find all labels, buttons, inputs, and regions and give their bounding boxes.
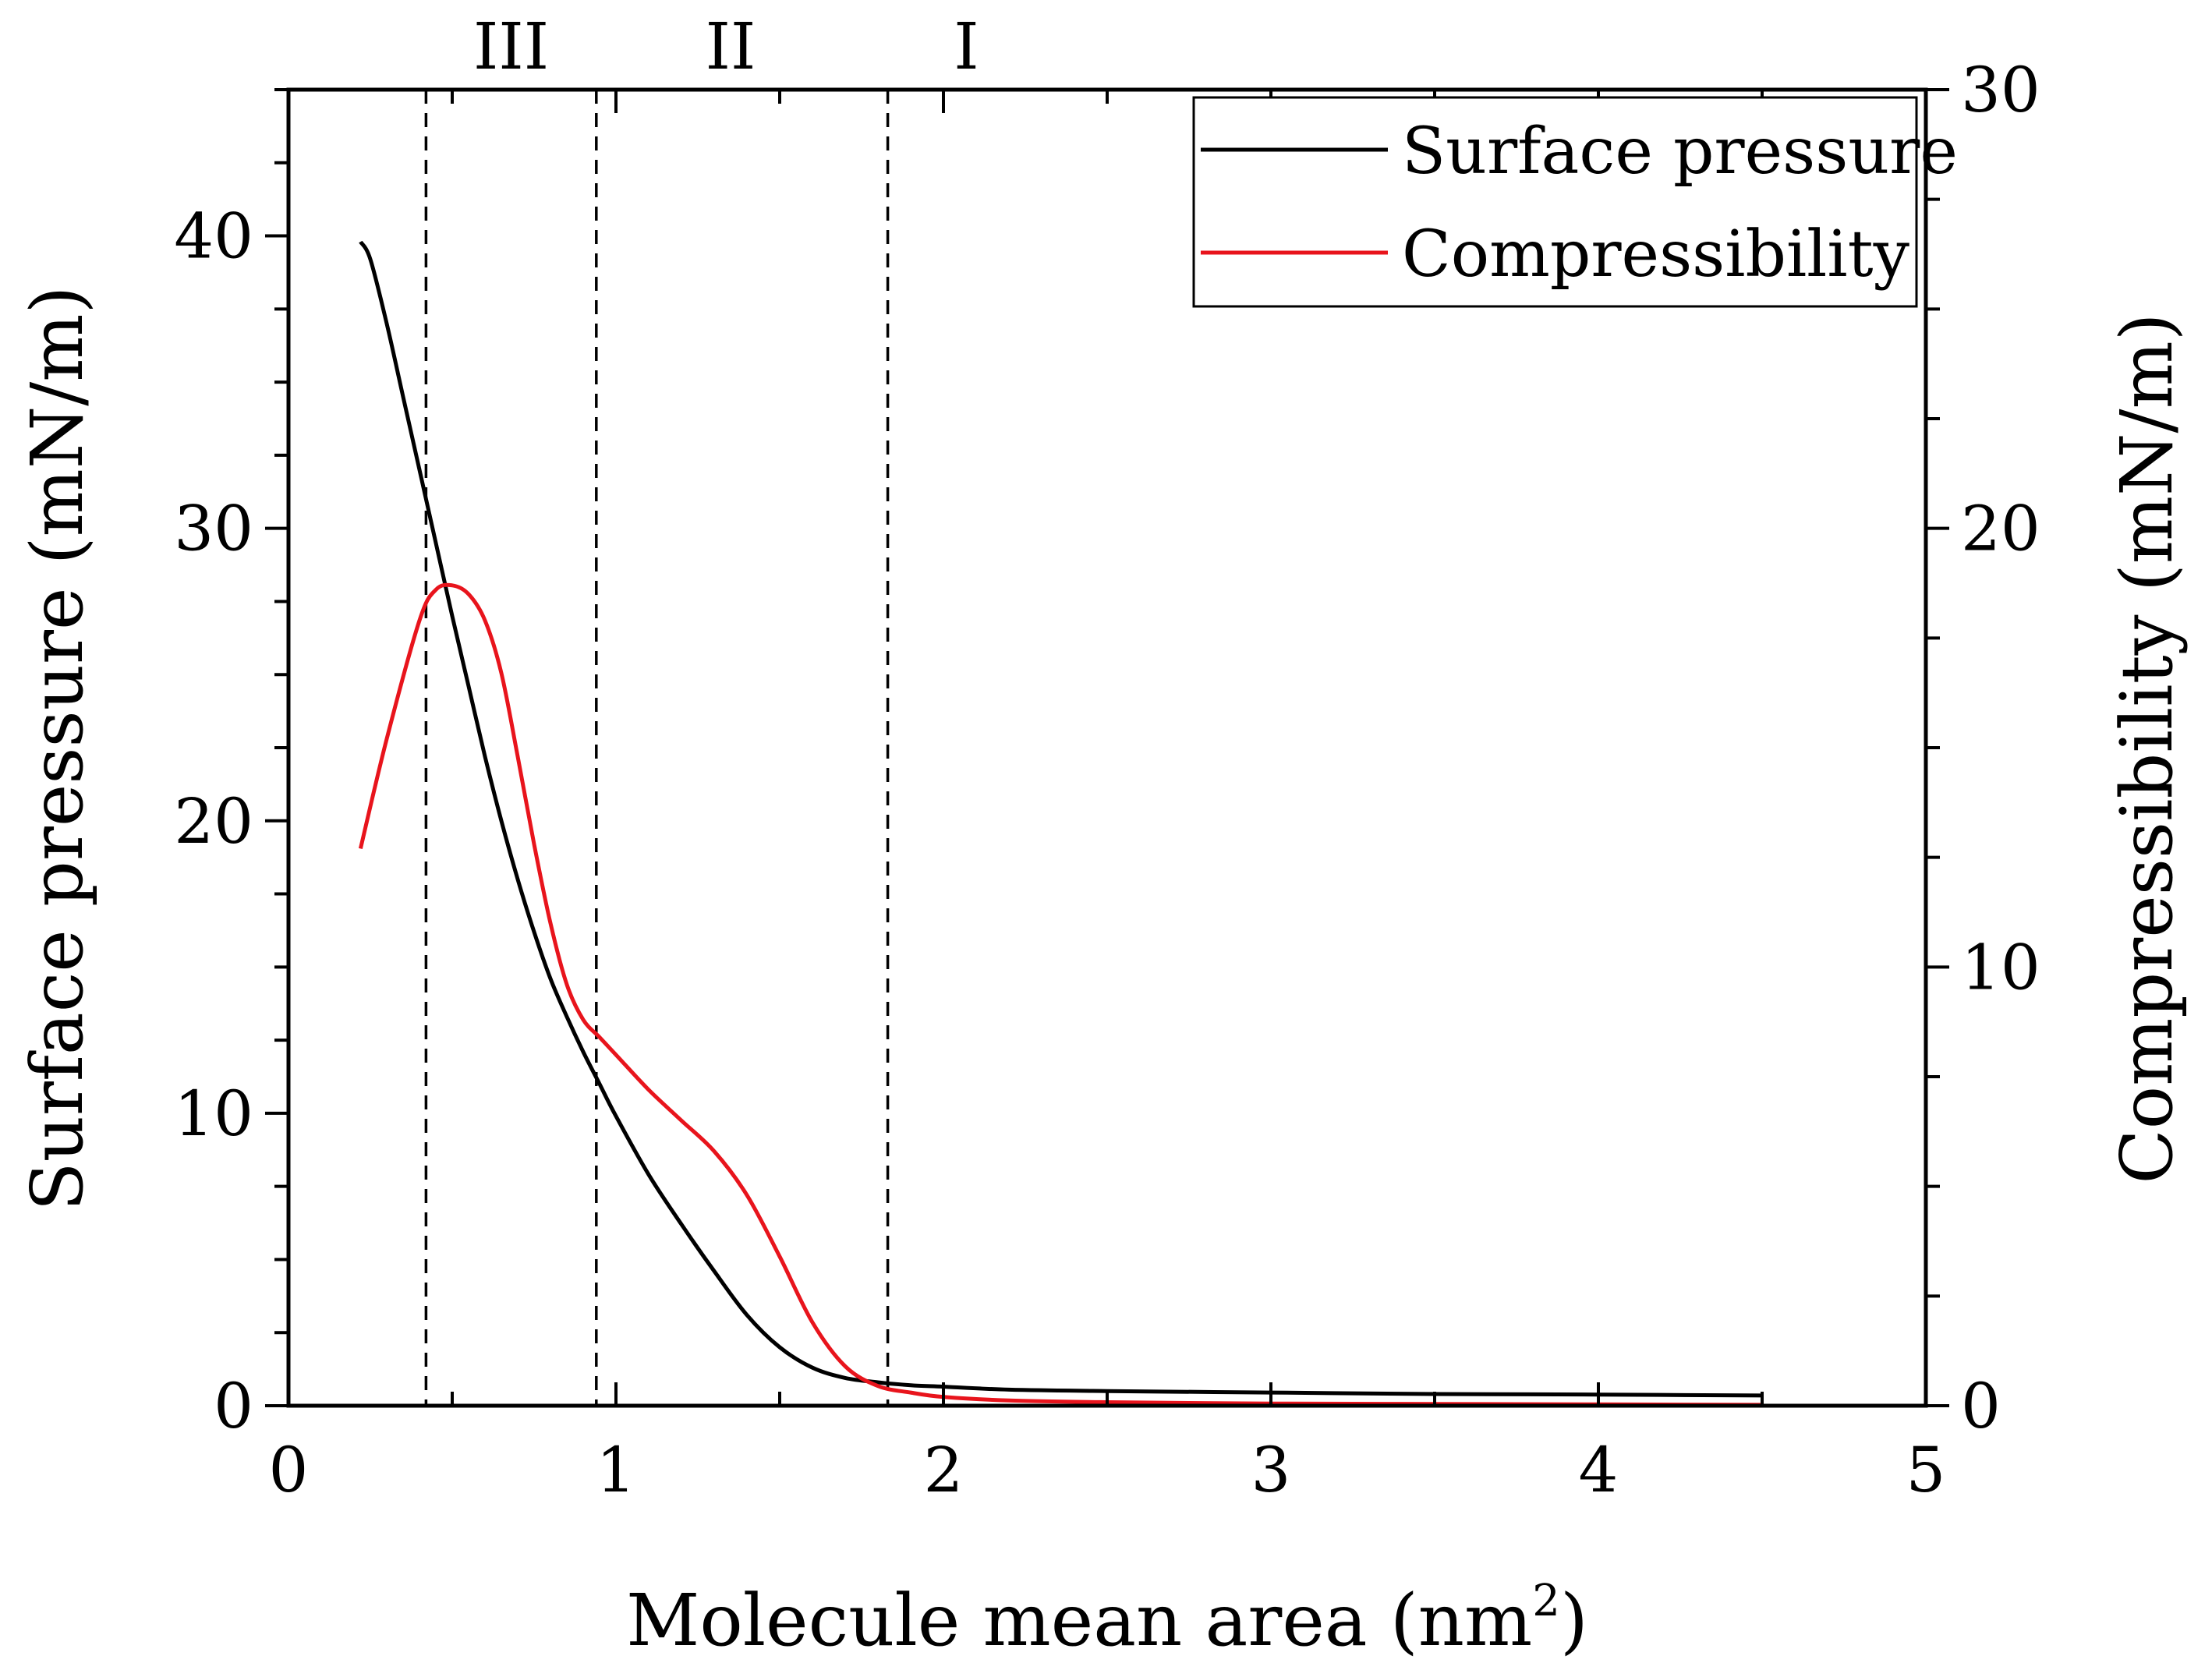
region-label-iii: III <box>473 10 549 84</box>
x-axis-title-main: Molecule mean area (nm <box>626 1579 1532 1662</box>
y-right-axis: 0 10 20 30 <box>1926 54 2040 1442</box>
y-left-tick-label: 20 <box>174 785 253 858</box>
series-line-compressibility <box>358 582 1763 1407</box>
y-left-tick-label: 10 <box>174 1077 253 1150</box>
region-dividers <box>424 90 890 1406</box>
y-right-tick-label: 0 <box>1961 1370 2001 1442</box>
y-left-tick-label: 30 <box>174 493 253 565</box>
y-left-tick-label: 0 <box>214 1370 253 1442</box>
y-left-axis: 0 10 20 30 40 <box>174 88 288 1442</box>
y-right-tick-label: 20 <box>1961 493 2040 565</box>
legend-box <box>1192 96 1918 308</box>
x-tick-label: 2 <box>924 1434 964 1506</box>
legend-label-compressibility: Compressibility <box>1402 218 1910 292</box>
x-tick-label: 1 <box>596 1434 636 1506</box>
x-tick-label: 4 <box>1579 1434 1619 1506</box>
x-axis-title-close: ) <box>1560 1579 1588 1662</box>
x-tick-label: 0 <box>269 1434 309 1506</box>
y-left-axis-title: Surface pressure (mN/m) <box>16 286 99 1212</box>
x-tick-label: 5 <box>1906 1434 1946 1506</box>
series-line-surface-pressure <box>359 240 1763 1398</box>
region-label-ii: II <box>706 10 756 84</box>
x-tick-label: 3 <box>1251 1434 1291 1506</box>
legend-label-surface-pressure: Surface pressure <box>1402 115 1958 189</box>
y-right-tick-label: 10 <box>1961 931 2040 1003</box>
y-right-axis-title: Compressibility (mN/m) <box>2105 313 2189 1184</box>
series-layer <box>358 240 1763 1407</box>
legend: Surface pressure Compressibility <box>1192 96 1958 308</box>
y-right-tick-label: 30 <box>1961 54 2040 126</box>
region-labels: III II I <box>473 10 979 84</box>
y-left-tick-label: 40 <box>174 200 253 273</box>
region-label-i: I <box>954 10 979 84</box>
x-axis-title: Molecule mean area (nm2) <box>626 1576 1588 1662</box>
x-axis-title-superscript: 2 <box>1532 1576 1560 1626</box>
